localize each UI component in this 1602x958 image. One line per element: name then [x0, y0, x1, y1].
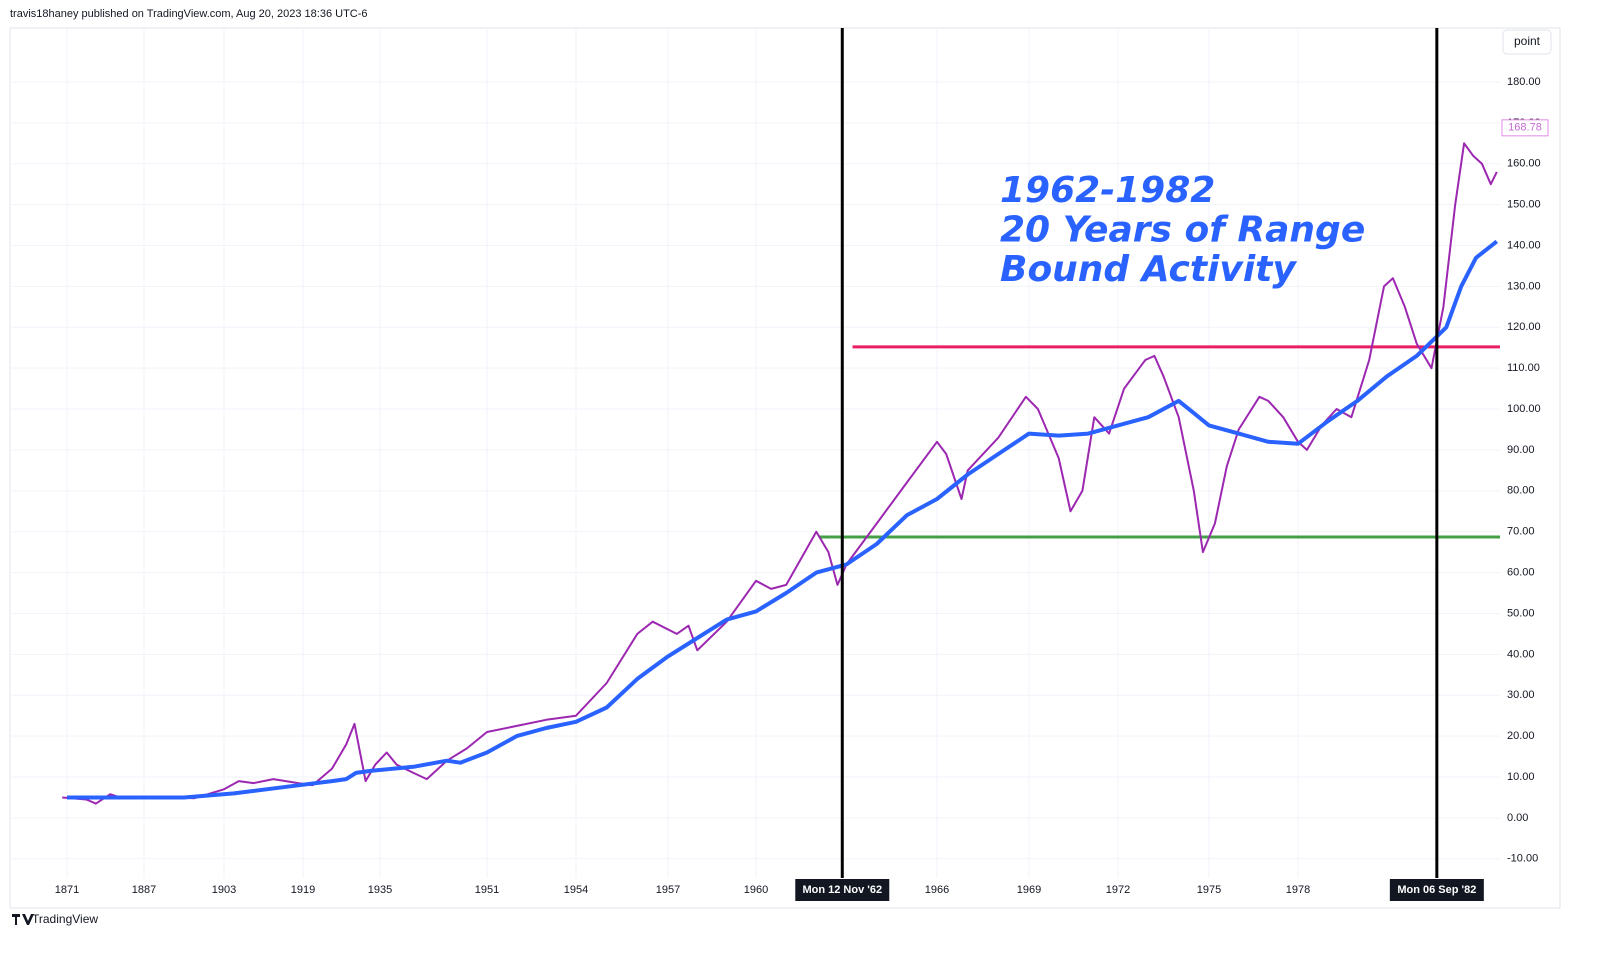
marker-label-box	[795, 879, 890, 901]
x-tick-label: 1871	[55, 884, 79, 896]
y-tick-label: 70.00	[1507, 526, 1535, 538]
annotation: 20 Years of Range	[1000, 210, 1365, 251]
chart-frame	[9, 27, 1561, 909]
logo	[12, 914, 34, 925]
x-tick-label: 1903	[212, 884, 236, 896]
header: travis18haney published on TradingView.c…	[10, 8, 368, 20]
marker-label: Mon 12 Nov '62	[802, 884, 882, 896]
x-tick-label: 1935	[368, 884, 392, 896]
price-line	[67, 239, 1499, 800]
x-tick-label: 1954	[564, 884, 588, 896]
y-tick-label: 40.00	[1507, 648, 1535, 660]
y-tick-label: 60.00	[1507, 566, 1535, 578]
y-tick-label: 30.00	[1507, 689, 1535, 701]
x-tick-label: 1919	[291, 884, 315, 896]
y-tick-label: 150.00	[1507, 199, 1541, 211]
annotation: Bound Activity	[1000, 249, 1297, 290]
x-tick-label: 1972	[1106, 884, 1130, 896]
y-tick-label: 10.00	[1507, 771, 1535, 783]
y-tick-label: 120.00	[1507, 321, 1541, 333]
x-tick-label: 1978	[1286, 884, 1310, 896]
y-tick-label: 90.00	[1507, 444, 1535, 456]
x-tick-label: 1951	[475, 884, 499, 896]
y-tick-label: -10.00	[1507, 853, 1538, 865]
last-value: 168.78	[1508, 122, 1542, 134]
y-tick-label: 180.00	[1507, 76, 1541, 88]
marker-label: Mon 06 Sep '82	[1397, 884, 1476, 896]
unit-label: point	[1514, 34, 1541, 48]
y-tick-label: 130.00	[1507, 280, 1541, 292]
x-tick-label: 1969	[1017, 884, 1041, 896]
price-line	[62, 142, 1498, 805]
unit-box	[1502, 29, 1552, 55]
y-tick-label: 160.00	[1507, 158, 1541, 170]
footer-brand: TradingView	[32, 912, 98, 926]
y-tick-label: 80.00	[1507, 485, 1535, 497]
annotation: 1962-1982	[1000, 170, 1215, 211]
x-tick-label: 1960	[744, 884, 768, 896]
y-tick-label: 50.00	[1507, 607, 1535, 619]
x-tick-label: 1975	[1197, 884, 1221, 896]
y-tick-label: 100.00	[1507, 403, 1541, 415]
x-tick-label: 1887	[132, 884, 156, 896]
y-tick-label: 140.00	[1507, 239, 1541, 251]
last-value-box	[1501, 119, 1549, 137]
x-tick-label: 1957	[656, 884, 680, 896]
y-tick-label: 20.00	[1507, 730, 1535, 742]
marker-label-box	[1389, 879, 1484, 901]
y-tick-label: 0.00	[1507, 812, 1528, 824]
y-tick-label: 110.00	[1507, 362, 1540, 374]
x-tick-label: 1966	[925, 884, 949, 896]
